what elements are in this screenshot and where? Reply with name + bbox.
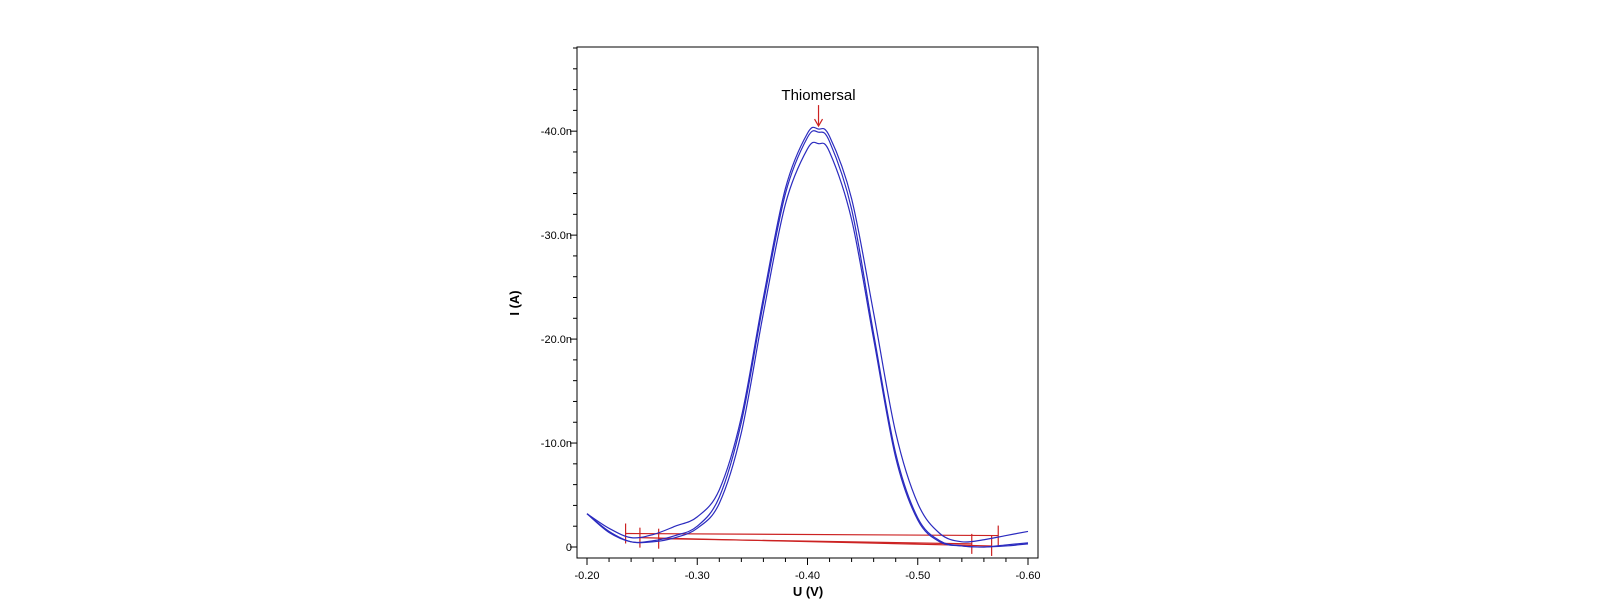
series-line xyxy=(586,130,1029,548)
series-lines xyxy=(586,126,1029,548)
plot-frame xyxy=(576,46,1039,559)
annotation-label: Thiomersal xyxy=(781,87,855,104)
y-tick-label: -30.0n xyxy=(541,230,572,242)
baseline-line xyxy=(658,538,972,545)
x-tick-label: -0.20 xyxy=(574,570,599,582)
y-axis: 0 -10.0n -20.0n -30.0n -40.0n xyxy=(541,47,577,554)
y-tick-label: -40.0n xyxy=(541,126,572,138)
series-line xyxy=(586,126,1029,543)
x-axis: -0.20 -0.30 -0.40 -0.50 -0.60 xyxy=(574,558,1041,582)
annotations: Thiomersal xyxy=(781,87,856,128)
annotation-arrow-head xyxy=(814,118,824,128)
x-tick-label: -0.30 xyxy=(685,570,710,582)
series-line xyxy=(586,141,1029,548)
x-tick-label: -0.50 xyxy=(905,570,930,582)
y-axis-title: I (A) xyxy=(507,290,522,315)
x-axis-title: U (V) xyxy=(793,584,823,599)
x-tick-label: -0.40 xyxy=(795,570,820,582)
y-tick-label: 0 xyxy=(566,542,572,554)
baselines xyxy=(624,523,999,556)
x-tick-label: -0.60 xyxy=(1015,570,1040,582)
y-tick-label: -20.0n xyxy=(541,334,572,346)
y-tick-label: -10.0n xyxy=(541,438,572,450)
